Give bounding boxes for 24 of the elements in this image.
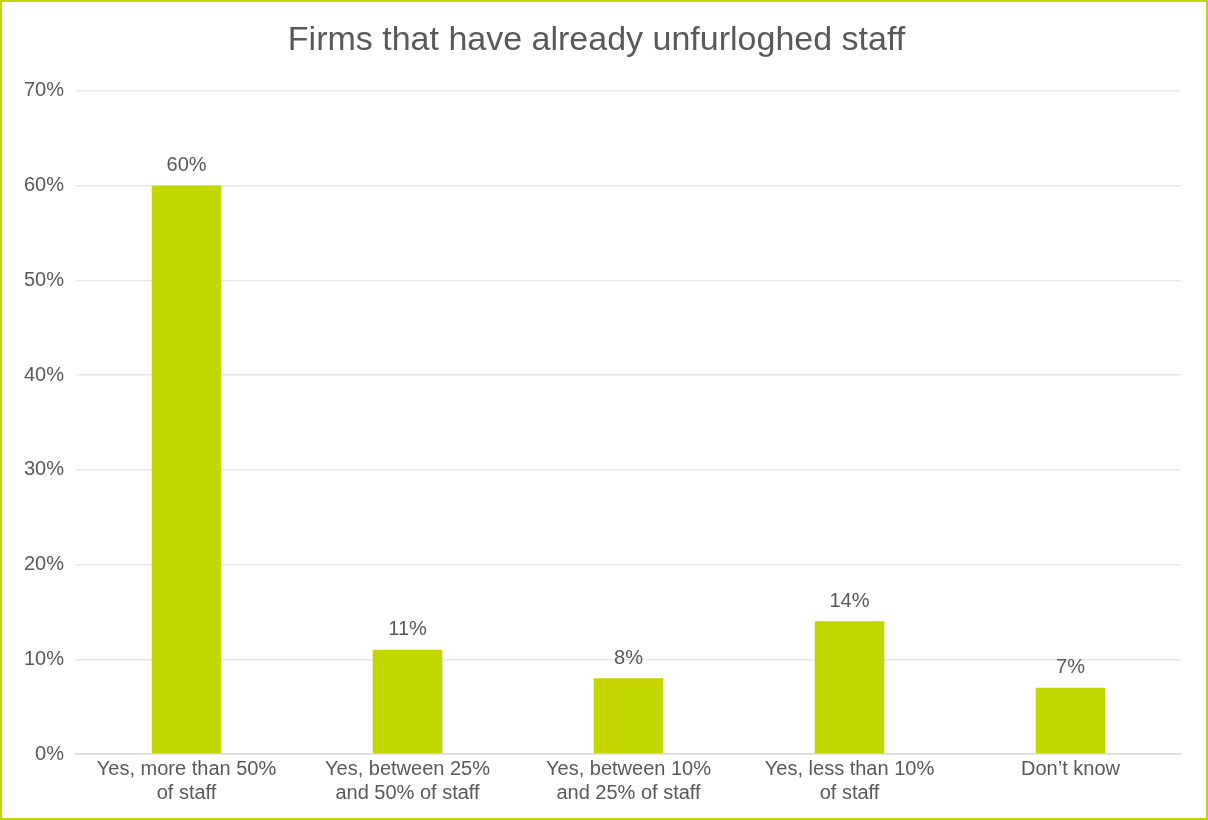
y-tick-label: 20%: [24, 552, 65, 575]
bar: [593, 678, 664, 754]
bar: [814, 621, 885, 754]
y-tick-label: 0%: [35, 741, 65, 764]
y-tick-label: 30%: [24, 457, 65, 480]
chart-title: Firms that have already unfurloghed staff: [287, 18, 906, 57]
data-label: 11%: [388, 617, 428, 640]
data-label: 8%: [614, 645, 644, 668]
x-tick-label: Yes, between 10% and 25% of staff: [546, 756, 712, 803]
x-tick-label: Yes, less than 10% of staff: [764, 756, 935, 803]
x-tick-label: Don’t know: [1021, 756, 1121, 779]
data-label: 7%: [1056, 655, 1086, 678]
y-tick-label: 10%: [24, 646, 65, 669]
x-tick-label: Yes, between 25% and 50% of staff: [325, 756, 491, 803]
x-tick-label: Yes, more than 50% of staff: [96, 756, 277, 803]
data-label: 60%: [166, 153, 207, 176]
bar: [151, 185, 222, 754]
data-label: 14%: [829, 588, 870, 611]
y-tick-label: 60%: [24, 173, 65, 196]
bar: [1035, 687, 1106, 754]
y-tick-label: 70%: [24, 78, 65, 101]
y-tick-label: 40%: [24, 362, 65, 385]
bar: [372, 649, 443, 754]
y-tick-label: 50%: [24, 267, 65, 290]
